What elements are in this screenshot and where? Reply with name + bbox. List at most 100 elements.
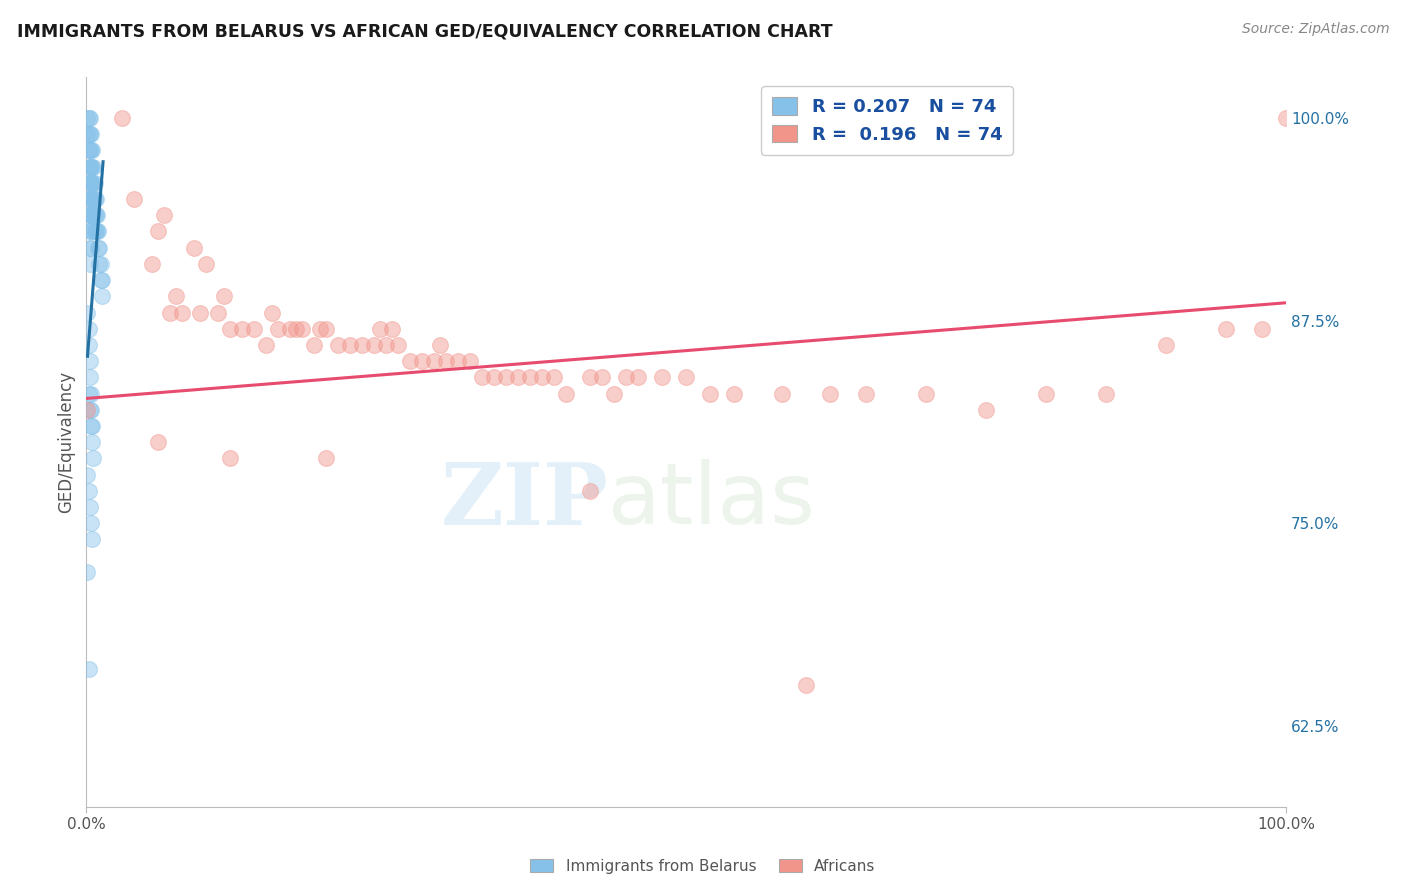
Point xyxy=(82,451,104,466)
Point xyxy=(79,241,101,255)
Legend: R = 0.207   N = 74, R =  0.196   N = 74: R = 0.207 N = 74, R = 0.196 N = 74 xyxy=(761,87,1012,155)
Point xyxy=(82,208,104,222)
Point xyxy=(84,192,107,206)
Point xyxy=(458,354,481,368)
Point xyxy=(80,516,103,531)
Point xyxy=(375,338,398,352)
Point xyxy=(328,338,350,352)
Point xyxy=(974,402,997,417)
Point xyxy=(80,419,103,434)
Y-axis label: GED/Equivalency: GED/Equivalency xyxy=(58,371,75,513)
Point xyxy=(83,176,105,190)
Point xyxy=(231,322,253,336)
Point xyxy=(77,483,100,498)
Point xyxy=(77,662,100,676)
Point xyxy=(254,338,277,352)
Point xyxy=(79,500,101,514)
Point xyxy=(79,354,101,368)
Point xyxy=(579,370,602,384)
Point xyxy=(82,160,104,174)
Point xyxy=(267,322,290,336)
Point xyxy=(675,370,697,384)
Point xyxy=(627,370,650,384)
Point xyxy=(84,208,107,222)
Point xyxy=(243,322,266,336)
Legend: Immigrants from Belarus, Africans: Immigrants from Belarus, Africans xyxy=(524,853,882,880)
Point xyxy=(79,192,101,206)
Point xyxy=(77,160,100,174)
Point xyxy=(79,160,101,174)
Point xyxy=(1215,322,1237,336)
Point xyxy=(82,435,104,450)
Point xyxy=(1275,111,1298,125)
Point xyxy=(148,435,170,450)
Point xyxy=(89,241,111,255)
Point xyxy=(76,111,98,125)
Point xyxy=(219,322,242,336)
Point xyxy=(508,370,530,384)
Point xyxy=(111,111,134,125)
Point xyxy=(79,224,101,238)
Point xyxy=(212,289,235,303)
Point xyxy=(82,192,104,206)
Point xyxy=(302,338,325,352)
Point xyxy=(80,176,103,190)
Point xyxy=(555,386,578,401)
Point xyxy=(77,192,100,206)
Point xyxy=(291,322,314,336)
Point xyxy=(82,419,104,434)
Point xyxy=(77,144,100,158)
Point xyxy=(495,370,517,384)
Point xyxy=(82,224,104,238)
Point xyxy=(77,176,100,190)
Point xyxy=(399,354,422,368)
Point xyxy=(77,208,100,222)
Point xyxy=(352,338,374,352)
Point xyxy=(90,273,112,287)
Point xyxy=(591,370,613,384)
Point xyxy=(1251,322,1274,336)
Point xyxy=(76,565,98,579)
Point xyxy=(80,386,103,401)
Point xyxy=(82,533,104,547)
Point xyxy=(77,111,100,125)
Point xyxy=(86,208,108,222)
Text: IMMIGRANTS FROM BELARUS VS AFRICAN GED/EQUIVALENCY CORRELATION CHART: IMMIGRANTS FROM BELARUS VS AFRICAN GED/E… xyxy=(17,22,832,40)
Text: Source: ZipAtlas.com: Source: ZipAtlas.com xyxy=(1241,22,1389,37)
Text: ZIP: ZIP xyxy=(440,458,609,542)
Text: atlas: atlas xyxy=(609,459,815,542)
Point xyxy=(315,451,337,466)
Point xyxy=(83,224,105,238)
Point xyxy=(447,354,470,368)
Point xyxy=(699,386,721,401)
Point xyxy=(82,208,104,222)
Point xyxy=(80,224,103,238)
Point xyxy=(159,305,181,319)
Point xyxy=(315,322,337,336)
Point xyxy=(77,127,100,141)
Point xyxy=(90,257,112,271)
Point xyxy=(84,224,107,238)
Point xyxy=(76,467,98,482)
Point xyxy=(79,257,101,271)
Point xyxy=(207,305,229,319)
Point xyxy=(86,224,108,238)
Point xyxy=(76,402,98,417)
Point xyxy=(262,305,284,319)
Point xyxy=(76,127,98,141)
Point xyxy=(339,338,361,352)
Point xyxy=(79,127,101,141)
Point xyxy=(77,338,100,352)
Point xyxy=(794,678,817,692)
Point xyxy=(855,386,877,401)
Point xyxy=(195,257,218,271)
Point xyxy=(1035,386,1057,401)
Point xyxy=(423,354,446,368)
Point xyxy=(80,144,103,158)
Point xyxy=(76,305,98,319)
Point xyxy=(83,192,105,206)
Point xyxy=(219,451,242,466)
Point xyxy=(153,208,176,222)
Point xyxy=(124,192,146,206)
Point xyxy=(915,386,938,401)
